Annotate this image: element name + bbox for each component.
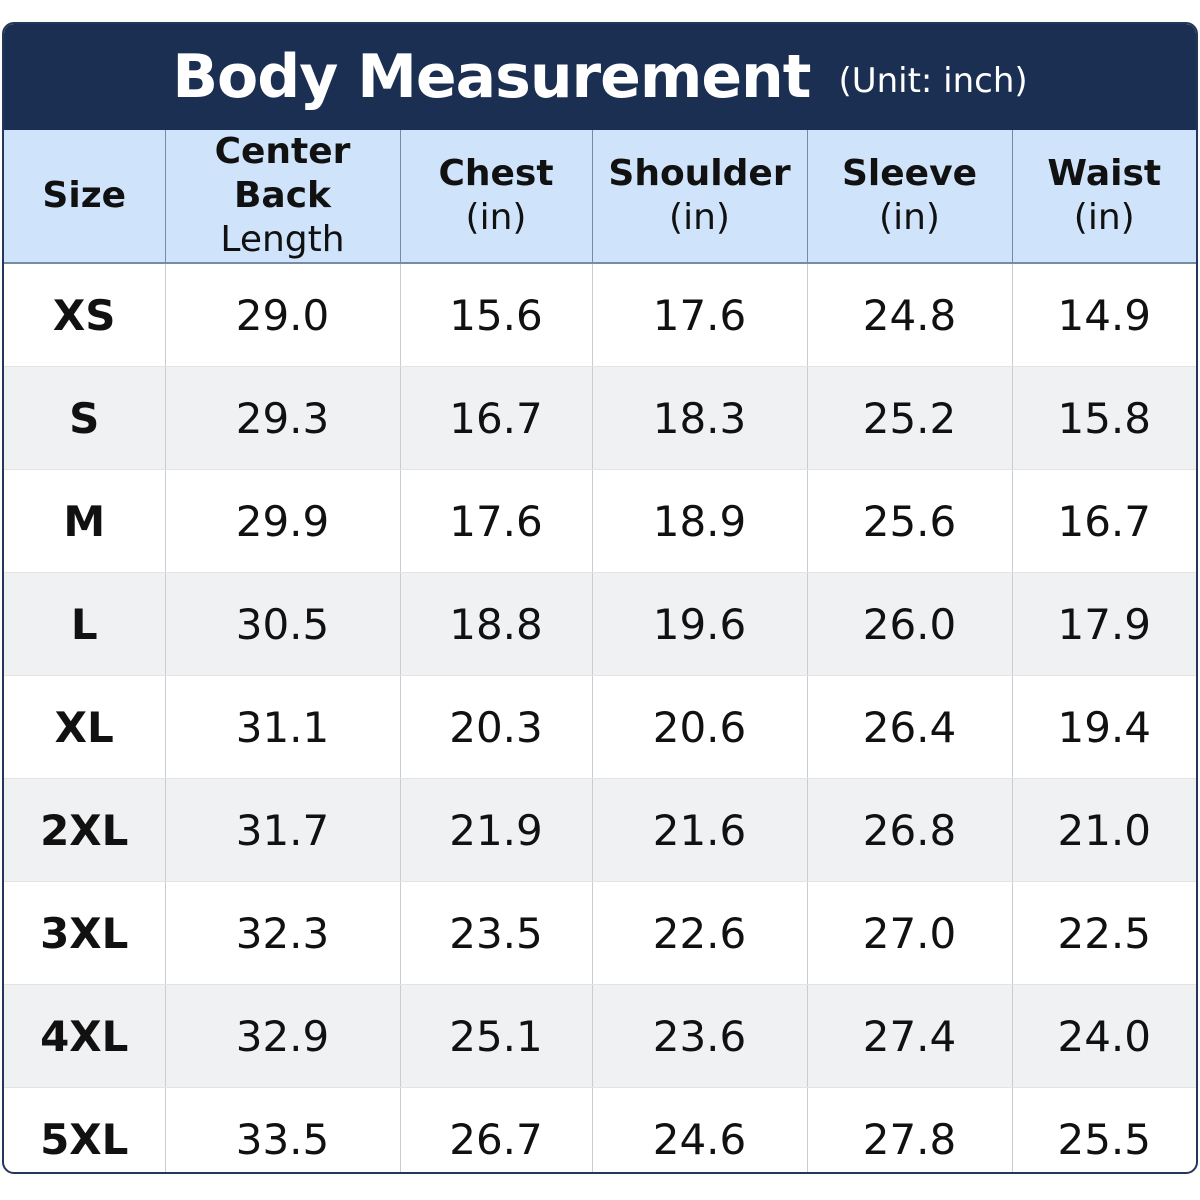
measurement: 14.9	[1012, 263, 1196, 367]
header-row: Size Center Back Length Chest (in) Shoulder (i…	[4, 130, 1196, 264]
header-unit: (in)	[879, 197, 940, 238]
column-header: Size	[4, 130, 166, 264]
measurement: 24.8	[807, 263, 1013, 367]
column-header: Chest (in)	[400, 130, 593, 264]
measurement: 32.9	[165, 984, 401, 1088]
header-unit: (in)	[669, 197, 730, 238]
size-label: L	[4, 572, 166, 676]
table-row: L 30.5 18.8 19.6 26.0 17.9	[4, 572, 1196, 676]
measurement: 15.6	[400, 263, 593, 367]
measurement: 19.6	[592, 572, 808, 676]
measurement-table: Size Center Back Length Chest (in) Shoulder (i…	[4, 130, 1196, 1172]
measurement: 18.9	[592, 469, 808, 573]
measurement: 30.5	[165, 572, 401, 676]
measurement: 29.3	[165, 366, 401, 470]
table-body: XS 29.0 15.6 17.6 24.8 14.9 S 29.3 16.7 18.3 25.2 1…	[4, 263, 1196, 1172]
measurement: 21.9	[400, 778, 593, 882]
measurement: 21.6	[592, 778, 808, 882]
header-label: Shoulder	[608, 153, 791, 194]
measurement: 21.0	[1012, 778, 1196, 882]
measurement: 15.8	[1012, 366, 1196, 470]
measurement: 31.1	[165, 675, 401, 779]
table-row: 4XL 32.9 25.1 23.6 27.4 24.0	[4, 984, 1196, 1088]
header-label: Waist	[1047, 153, 1162, 194]
measurement: 25.1	[400, 984, 593, 1088]
measurement: 24.6	[592, 1087, 808, 1172]
measurement: 22.5	[1012, 881, 1196, 985]
size-label: M	[4, 469, 166, 573]
size-label: 4XL	[4, 984, 166, 1088]
measurement: 23.5	[400, 881, 593, 985]
measurement: 26.0	[807, 572, 1013, 676]
table-row: S 29.3 16.7 18.3 25.2 15.8	[4, 366, 1196, 470]
size-chart: Body Measurement (Unit: inch) Size Center…	[2, 22, 1198, 1174]
measurement: 17.6	[592, 263, 808, 367]
measurement: 16.7	[1012, 469, 1196, 573]
measurement: 18.8	[400, 572, 593, 676]
measurement: 16.7	[400, 366, 593, 470]
column-header: Waist (in)	[1012, 130, 1196, 264]
measurement: 24.0	[1012, 984, 1196, 1088]
table-row: 5XL 33.5 26.7 24.6 27.8 25.5	[4, 1087, 1196, 1172]
measurement: 27.0	[807, 881, 1013, 985]
measurement: 23.6	[592, 984, 808, 1088]
header-label: Size	[42, 175, 127, 216]
measurement: 19.4	[1012, 675, 1196, 779]
column-header: Shoulder (in)	[592, 130, 808, 264]
measurement: 26.8	[807, 778, 1013, 882]
measurement: 25.5	[1012, 1087, 1196, 1172]
size-label: 3XL	[4, 881, 166, 985]
measurement: 27.8	[807, 1087, 1013, 1172]
measurement: 26.7	[400, 1087, 593, 1172]
measurement: 20.3	[400, 675, 593, 779]
measurement: 18.3	[592, 366, 808, 470]
size-label: 5XL	[4, 1087, 166, 1172]
measurement: 29.9	[165, 469, 401, 573]
header-label: Center Back	[214, 131, 351, 216]
size-label: S	[4, 366, 166, 470]
column-header: Center Back Length	[165, 130, 401, 264]
measurement: 32.3	[165, 881, 401, 985]
title: Body Measurement	[172, 42, 811, 112]
measurement: 25.6	[807, 469, 1013, 573]
measurement: 22.6	[592, 881, 808, 985]
measurement: 31.7	[165, 778, 401, 882]
measurement: 33.5	[165, 1087, 401, 1172]
measurement: 17.9	[1012, 572, 1196, 676]
table-row: M 29.9 17.6 18.9 25.6 16.7	[4, 469, 1196, 573]
size-label: XS	[4, 263, 166, 367]
header-unit: (in)	[465, 197, 527, 238]
size-label: 2XL	[4, 778, 166, 882]
header-unit: Length	[220, 219, 345, 260]
table-row: 2XL 31.7 21.9 21.6 26.8 21.0	[4, 778, 1196, 882]
measurement: 29.0	[165, 263, 401, 367]
header-label: Chest	[438, 153, 554, 194]
header-label: Sleeve	[842, 153, 977, 194]
measurement: 17.6	[400, 469, 593, 573]
measurement: 25.2	[807, 366, 1013, 470]
size-label: XL	[4, 675, 166, 779]
measurement: 27.4	[807, 984, 1013, 1088]
column-header: Sleeve (in)	[807, 130, 1013, 264]
header-unit: (in)	[1073, 197, 1135, 238]
unit-note: (Unit: inch)	[838, 61, 1028, 101]
table-row: 3XL 32.3 23.5 22.6 27.0 22.5	[4, 881, 1196, 985]
title-bar: Body Measurement (Unit: inch)	[4, 24, 1196, 130]
table-row: XS 29.0 15.6 17.6 24.8 14.9	[4, 263, 1196, 367]
table-row: XL 31.1 20.3 20.6 26.4 19.4	[4, 675, 1196, 779]
measurement: 20.6	[592, 675, 808, 779]
measurement: 26.4	[807, 675, 1013, 779]
